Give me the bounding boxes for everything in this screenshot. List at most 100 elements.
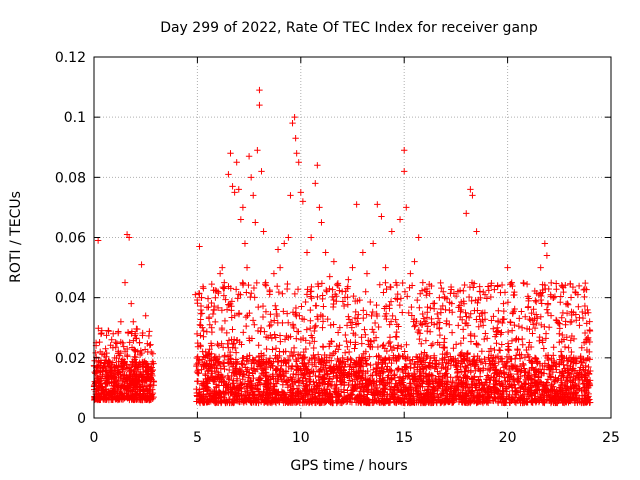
data-point [491, 387, 499, 394]
data-point [311, 338, 318, 345]
data-point [398, 343, 405, 351]
data-point [205, 367, 212, 374]
data-point [201, 383, 209, 390]
data-point [129, 380, 137, 387]
data-point [457, 340, 465, 347]
data-point [532, 355, 540, 362]
data-point [514, 368, 522, 375]
data-point [510, 376, 518, 383]
data-point [437, 279, 444, 287]
data-point [236, 365, 243, 373]
data-point [392, 333, 399, 340]
data-point [439, 302, 446, 310]
data-point [326, 364, 333, 371]
y-tick-label: 0.08 [55, 170, 86, 186]
data-point [484, 283, 492, 290]
data-point [333, 397, 340, 404]
data-point [337, 375, 344, 382]
data-point [372, 397, 380, 405]
data-point [418, 378, 425, 386]
data-point [509, 381, 517, 388]
data-point [537, 313, 545, 320]
data-point [281, 336, 289, 343]
data-point [134, 365, 142, 373]
data-point [552, 280, 560, 287]
data-point [298, 303, 305, 310]
data-point [330, 321, 337, 328]
data-point [131, 332, 139, 339]
data-point [119, 367, 127, 375]
data-point [550, 359, 558, 366]
data-point [280, 372, 287, 379]
data-point [545, 387, 553, 394]
data-point [519, 335, 526, 343]
data-point [436, 294, 443, 301]
data-point [291, 290, 299, 298]
data-point [255, 303, 262, 311]
data-point [441, 335, 448, 342]
data-point [504, 264, 511, 271]
data-point [245, 281, 252, 289]
data-point [272, 398, 279, 405]
data-point [133, 325, 140, 333]
data-point [272, 352, 279, 359]
data-point [370, 390, 378, 397]
data-point [291, 113, 298, 121]
data-point [285, 399, 293, 406]
data-point [251, 321, 258, 329]
data-point [484, 372, 491, 379]
data-point [222, 296, 229, 303]
data-point [225, 171, 232, 178]
data-point [439, 359, 446, 367]
data-point [524, 371, 531, 379]
data-point [547, 291, 554, 298]
data-point [330, 296, 337, 304]
data-point [193, 330, 201, 338]
data-point [323, 288, 331, 295]
data-point [266, 286, 273, 294]
data-point [487, 388, 495, 396]
data-point [302, 298, 309, 306]
data-point [91, 357, 98, 364]
data-point [255, 376, 262, 383]
data-point [242, 396, 249, 404]
data-point [283, 377, 291, 384]
data-point [556, 339, 563, 346]
data-point [292, 304, 300, 312]
data-point [136, 339, 143, 346]
data-point [273, 310, 280, 318]
data-point [242, 322, 250, 330]
data-point [215, 359, 223, 366]
data-point [344, 387, 351, 394]
data-point [263, 377, 271, 385]
data-point [538, 370, 545, 377]
data-point [383, 315, 390, 323]
data-point [320, 387, 327, 394]
data-point [440, 344, 447, 351]
data-point [438, 389, 446, 397]
data-point [295, 351, 302, 358]
data-point [494, 327, 502, 334]
data-point [434, 310, 441, 318]
data-point [409, 356, 416, 363]
data-point [282, 348, 289, 355]
data-point [392, 394, 400, 401]
data-point [290, 324, 297, 332]
data-point [262, 392, 269, 399]
data-point [203, 383, 210, 391]
data-point [435, 382, 443, 389]
data-point [311, 399, 319, 406]
data-point [404, 293, 411, 300]
data-point [266, 322, 273, 330]
data-point [110, 330, 117, 337]
data-point [280, 308, 287, 315]
data-point [457, 308, 464, 315]
data-point [505, 346, 513, 354]
data-point [530, 371, 538, 378]
data-point [355, 369, 362, 376]
data-point [527, 376, 535, 384]
data-point [428, 342, 435, 349]
data-point [216, 270, 224, 277]
data-point [550, 344, 557, 351]
data-point [341, 294, 349, 301]
